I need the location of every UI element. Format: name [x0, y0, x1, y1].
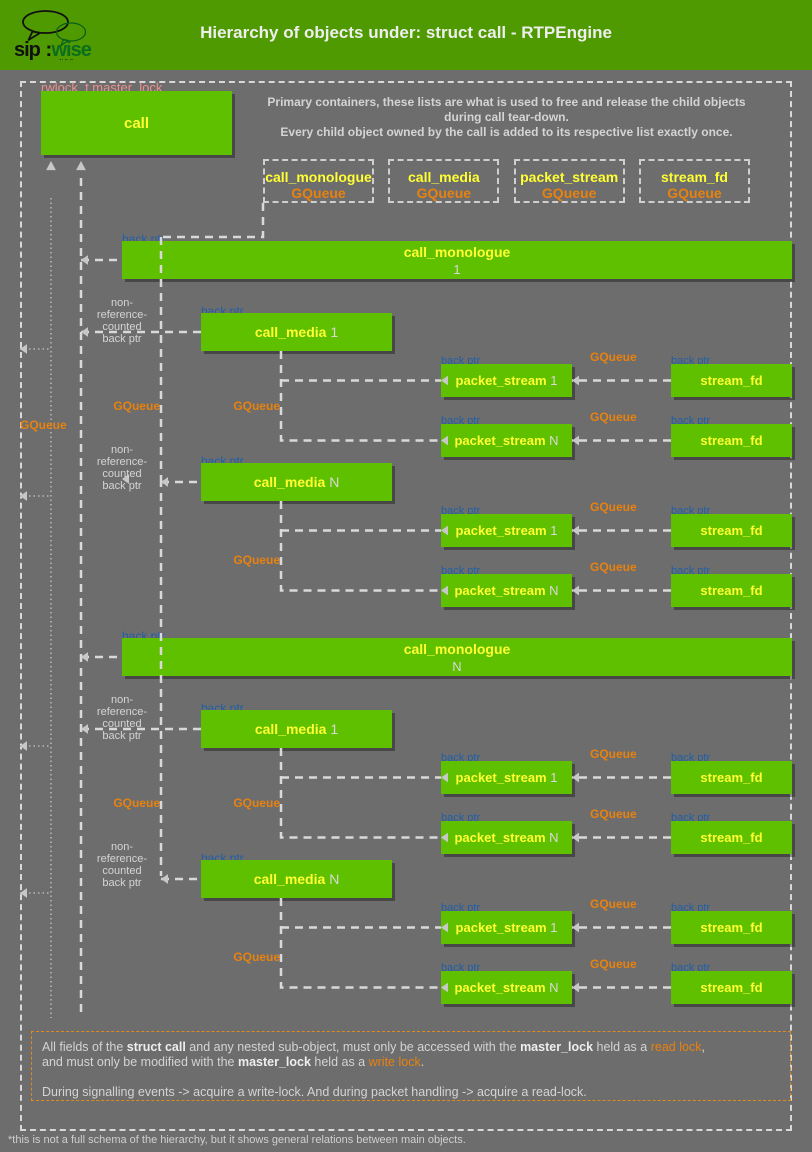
svg-text:sip: sip: [14, 39, 41, 60]
svg-text:an ALE Company: an ALE Company: [52, 59, 91, 60]
svg-text:wise: wise: [51, 39, 92, 60]
